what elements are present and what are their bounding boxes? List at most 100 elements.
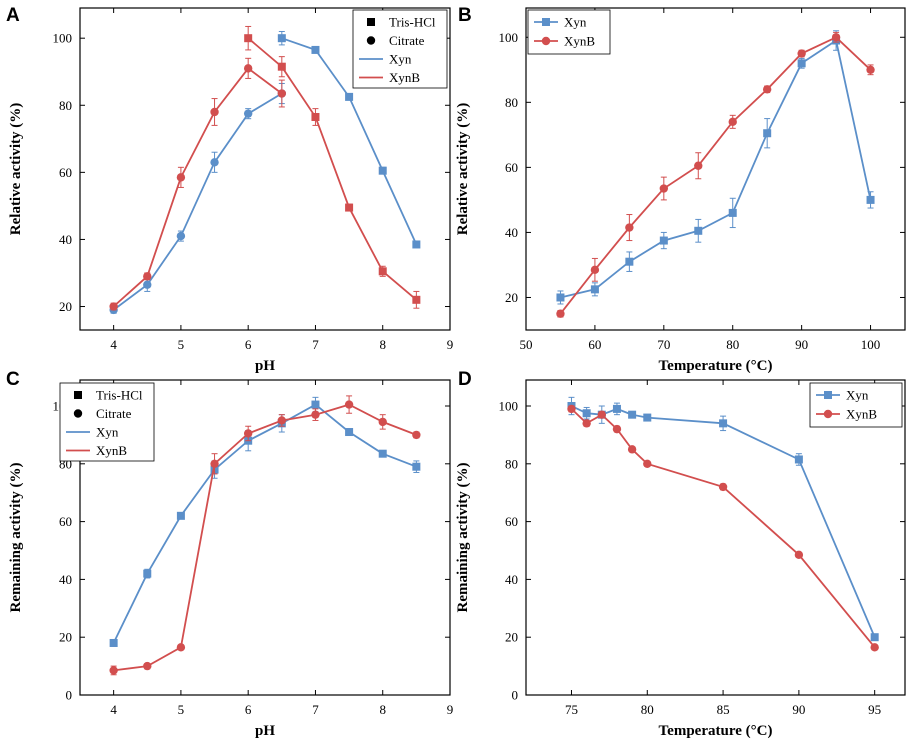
x-tick-label: 7: [312, 337, 319, 352]
data-point: [176, 511, 185, 520]
data-point: [762, 85, 772, 94]
data-point: [627, 445, 637, 454]
data-point: [412, 295, 421, 304]
data-point: [344, 400, 354, 409]
data-series-xyn: [109, 396, 421, 647]
data-point: [870, 633, 879, 642]
y-tick-label: 80: [505, 456, 518, 471]
data-point: [870, 643, 879, 652]
data-point: [694, 161, 703, 170]
y-axis-title: Remaining activity (%): [8, 463, 24, 613]
series-line: [112, 403, 417, 644]
y-tick-label: 80: [505, 95, 518, 110]
legend-label: XynB: [846, 407, 877, 422]
data-series-xyn: [567, 396, 879, 642]
data-point: [176, 173, 186, 182]
data-point: [244, 34, 253, 43]
plot-frame: [525, 379, 906, 696]
data-point: [143, 272, 152, 281]
data-point: [378, 267, 387, 276]
plot-frame: [525, 7, 906, 331]
data-point: [378, 417, 387, 427]
series-line: [571, 405, 876, 638]
data-point: [143, 280, 152, 289]
y-tick-label: 60: [505, 514, 518, 529]
data-point: [694, 226, 703, 235]
panel-d-letter: D: [458, 369, 472, 390]
y-tick-label: 40: [59, 232, 72, 247]
data-point: [728, 208, 737, 217]
data-point: [210, 107, 219, 117]
legend-label: XynB: [389, 70, 420, 85]
plot-frame: [79, 379, 451, 696]
y-tick-label: 40: [505, 225, 518, 240]
y-tick-label: 0: [66, 688, 73, 703]
x-tick-label: 90: [792, 702, 805, 717]
y-axis-title: Remaining activity (%): [455, 463, 471, 613]
series-line: [247, 37, 417, 301]
y-axis-title: Relative activity (%): [455, 103, 471, 235]
data-point: [625, 223, 634, 232]
data-point: [866, 195, 875, 204]
legend-label: Citrate: [389, 33, 425, 48]
series-line: [113, 92, 283, 311]
x-tick-label: 90: [795, 337, 808, 352]
x-axis-title: Temperature (°C): [659, 723, 773, 739]
x-tick-label: 60: [588, 337, 601, 352]
x-tick-label: 70: [657, 337, 670, 352]
data-series-xynb: [109, 395, 421, 676]
legend: Xyn XynB: [809, 382, 903, 428]
legend-marker: [823, 409, 833, 419]
y-axis-title: Relative activity (%): [8, 103, 24, 235]
data-point: [590, 285, 599, 294]
data-point: [176, 643, 186, 652]
data-point: [345, 203, 354, 212]
series-line: [113, 403, 417, 672]
data-series-xynb-citrate: [109, 57, 287, 311]
x-tick-label: 8: [379, 702, 386, 717]
data-point: [831, 33, 841, 42]
data-point: [243, 109, 253, 118]
data-series-xyn-citrate: [109, 82, 287, 315]
panel-a-chart: A 4 5 6 7 8 9 20 40 60 80 100 pH Relative activity (…: [6, 5, 453, 374]
data-point: [643, 459, 652, 469]
x-tick-label: 4: [110, 337, 117, 352]
data-point: [378, 166, 387, 175]
data-series-xyn-tris-hcl: [277, 30, 421, 249]
data-point: [143, 661, 152, 671]
panel-d-chart: D 75 80 85 90 95 0 20 40 60 80 100 Temperature (°C)…: [455, 369, 906, 739]
data-point: [311, 400, 320, 409]
legend-label: Citrate: [96, 406, 132, 421]
data-point: [625, 257, 634, 266]
data-point: [210, 158, 219, 167]
data-point: [556, 293, 565, 302]
data-point: [612, 404, 621, 413]
data-point: [794, 455, 803, 464]
data-point: [728, 117, 737, 127]
data-point: [797, 59, 806, 68]
legend-marker: [74, 391, 82, 399]
y-tick-label: 20: [59, 299, 72, 314]
data-point: [567, 404, 576, 414]
data-point: [243, 64, 253, 73]
x-tick-label: 6: [245, 337, 252, 352]
legend-label: Tris-HCl: [389, 15, 436, 30]
data-point: [412, 430, 421, 440]
legend-label: XynB: [564, 34, 595, 49]
data-point: [277, 62, 286, 71]
data-series-xyn: [556, 30, 875, 305]
legend-label: Xyn: [389, 52, 412, 67]
data-point: [109, 666, 118, 675]
y-tick-label: 60: [59, 514, 72, 529]
y-tick-label: 60: [505, 160, 518, 175]
data-point: [311, 410, 320, 419]
y-tick-label: 60: [59, 165, 72, 180]
legend-label: Tris-HCl: [96, 388, 143, 403]
data-point: [277, 89, 287, 98]
legend-label: Xyn: [96, 425, 119, 440]
legend-marker: [824, 391, 832, 399]
panel-b-chart: B 50 60 70 80 90 100 20 40 60 80 100 Temperature (°…: [455, 5, 906, 374]
y-tick-label: 100: [499, 399, 519, 414]
y-tick-label: 80: [59, 98, 72, 113]
